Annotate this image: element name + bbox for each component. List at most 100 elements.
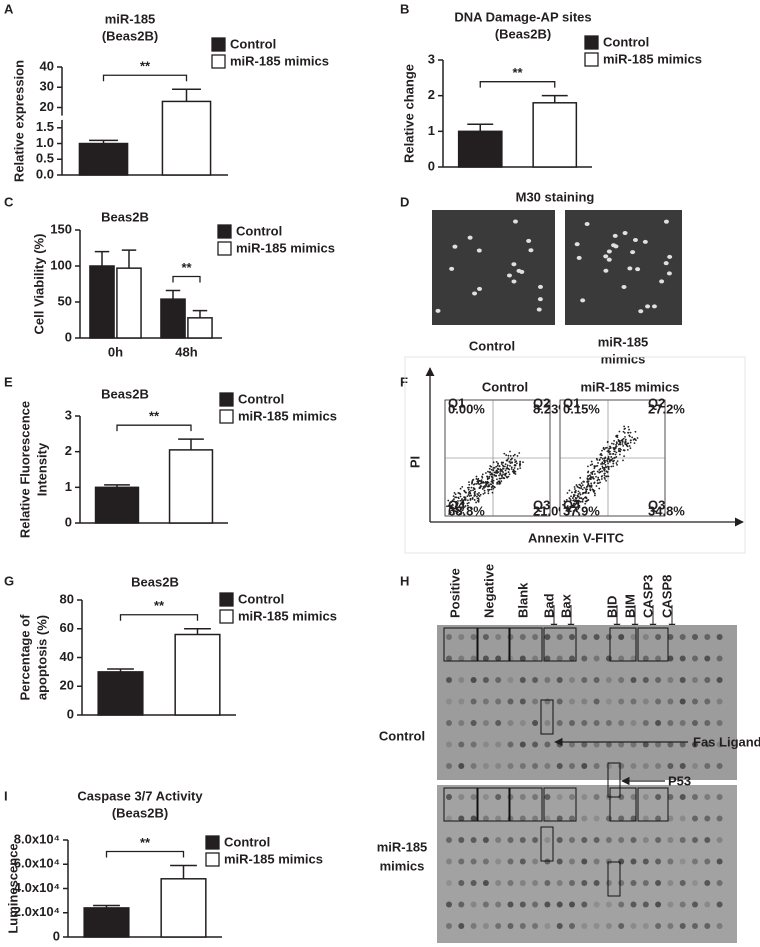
event-dot <box>616 463 618 466</box>
array-spot <box>482 655 489 662</box>
event-dot <box>594 473 596 475</box>
y-tick-label: 40 <box>40 58 54 73</box>
event-dot <box>574 497 577 499</box>
y-tick-label: 40 <box>60 649 74 664</box>
cell-nucleus <box>627 266 633 271</box>
event-dot <box>603 461 606 463</box>
cell-nucleus <box>537 284 543 289</box>
bar <box>532 102 578 168</box>
array-spot <box>446 763 452 769</box>
event-dot <box>579 493 582 496</box>
event-dot <box>604 464 607 466</box>
array-spot <box>519 677 526 683</box>
bar <box>83 907 130 938</box>
array-spot <box>532 634 539 640</box>
legend-label: miR-185 mimics <box>230 53 329 68</box>
array-spot <box>704 655 711 662</box>
cell-nucleus <box>584 222 590 227</box>
array-spot <box>482 698 489 705</box>
event-dot <box>590 475 592 478</box>
array-spot <box>507 880 514 886</box>
event-dot <box>593 482 596 485</box>
quadrant-name: Q4 <box>448 497 466 512</box>
event-dot <box>473 491 476 494</box>
event-dot <box>580 487 582 490</box>
event-dot <box>603 476 606 479</box>
array-spot <box>655 634 662 640</box>
cell-nucleus <box>536 307 542 312</box>
array-spot <box>630 880 637 886</box>
array-spot <box>704 763 711 769</box>
array-spot <box>716 720 723 726</box>
event-dot <box>615 451 618 454</box>
array-spot <box>458 741 465 748</box>
array-spot <box>618 634 625 640</box>
event-dot <box>459 487 462 490</box>
array-spot <box>716 794 723 800</box>
event-dot <box>491 478 494 481</box>
event-dot <box>493 471 496 474</box>
event-dot <box>492 467 495 469</box>
event-dot <box>616 460 619 463</box>
array-spot <box>482 677 489 683</box>
array-spot <box>704 720 711 726</box>
legend-swatch <box>217 224 232 239</box>
array-spot <box>618 698 625 705</box>
array-spot <box>655 880 662 886</box>
event-dot <box>483 485 486 487</box>
array-spot <box>630 698 637 705</box>
event-dot <box>573 502 576 505</box>
event-dot <box>500 480 503 483</box>
event-dot <box>592 477 595 480</box>
array-spot <box>642 858 649 865</box>
event-dot <box>590 484 593 487</box>
array-spot <box>667 901 674 908</box>
array-spot <box>642 901 649 908</box>
legend-label: miR-185 mimics <box>224 851 323 866</box>
quadrant-pct: 0.15% <box>563 401 600 416</box>
y-tick-label: 1.0 <box>36 135 54 150</box>
array-spot <box>532 880 539 886</box>
event-dot <box>466 504 469 507</box>
event-dot <box>585 490 588 493</box>
array-spot <box>458 677 465 683</box>
event-dot <box>463 496 465 499</box>
event-dot <box>606 450 609 453</box>
event-dot <box>478 487 481 489</box>
cell-nucleus <box>476 248 482 253</box>
event-dot <box>581 488 584 491</box>
event-dot <box>466 499 469 502</box>
event-dot <box>499 468 502 471</box>
event-dot <box>587 474 590 477</box>
event-dot <box>604 456 607 459</box>
event-dot <box>481 475 483 478</box>
event-dot <box>628 428 630 431</box>
event-dot <box>618 453 621 456</box>
array-spot <box>470 901 477 908</box>
array-spot <box>544 901 551 908</box>
cell-nucleus <box>651 304 657 309</box>
array-spot <box>704 837 711 843</box>
event-dot <box>600 478 603 480</box>
array-spot <box>630 720 637 726</box>
array-spot <box>519 815 526 822</box>
array-spot <box>519 720 526 726</box>
event-dot <box>461 485 464 488</box>
cell-nucleus <box>511 262 517 267</box>
legend-swatch <box>211 37 226 52</box>
event-dot <box>458 510 461 513</box>
event-dot <box>574 499 577 502</box>
array-spot <box>482 720 489 726</box>
array-spot <box>605 634 612 640</box>
y-tick-label: 60 <box>60 620 74 635</box>
error-bar <box>172 88 201 102</box>
array-spot <box>618 677 625 683</box>
event-dot <box>490 472 493 475</box>
event-dot <box>467 494 470 496</box>
event-dot <box>502 467 505 470</box>
legend-label: Control <box>224 834 270 849</box>
event-dot <box>615 462 618 464</box>
array-spot <box>692 858 698 865</box>
panel-title: M30 staining <box>516 189 595 204</box>
legend-label: Control <box>236 223 282 238</box>
